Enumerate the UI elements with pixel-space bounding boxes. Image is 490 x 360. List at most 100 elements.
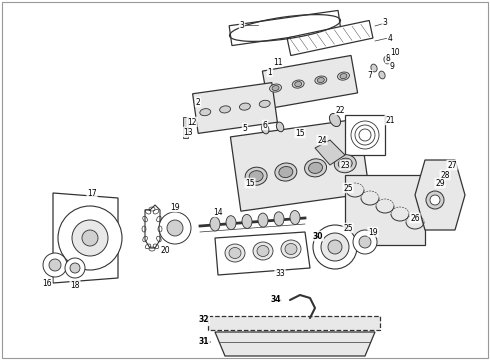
Ellipse shape [276,122,284,132]
Ellipse shape [285,243,297,255]
Text: 5: 5 [243,123,247,132]
Text: 22: 22 [335,105,345,114]
Ellipse shape [272,86,279,91]
Polygon shape [208,316,380,330]
Text: 3: 3 [240,21,245,30]
Text: 24: 24 [317,135,327,144]
Text: 17: 17 [87,189,97,198]
Text: 7: 7 [368,71,372,80]
Ellipse shape [242,215,252,228]
Ellipse shape [329,113,341,127]
Ellipse shape [253,242,273,260]
Circle shape [167,220,183,236]
Ellipse shape [210,217,220,231]
Ellipse shape [226,216,236,230]
Text: 19: 19 [368,228,378,237]
Ellipse shape [259,100,270,107]
Polygon shape [415,160,465,230]
Polygon shape [287,21,373,55]
Text: 3: 3 [383,18,388,27]
Ellipse shape [200,109,211,116]
Text: 26: 26 [410,213,420,222]
Ellipse shape [270,84,281,92]
Text: 14: 14 [213,207,223,216]
Circle shape [72,220,108,256]
Ellipse shape [229,248,241,258]
Ellipse shape [334,155,356,173]
Ellipse shape [258,213,268,227]
Text: 6: 6 [263,121,268,130]
Text: 27: 27 [447,161,457,170]
Polygon shape [345,175,425,245]
Ellipse shape [340,73,347,78]
Polygon shape [262,55,358,108]
Circle shape [70,263,80,273]
Circle shape [359,236,371,248]
Ellipse shape [249,171,263,182]
Ellipse shape [338,158,352,169]
Circle shape [58,206,122,270]
Text: 29: 29 [435,179,445,188]
Ellipse shape [315,76,327,84]
Ellipse shape [309,162,322,174]
Polygon shape [230,119,369,211]
Text: 13: 13 [183,127,193,136]
Ellipse shape [275,163,297,181]
Polygon shape [183,117,188,127]
Text: 9: 9 [390,62,394,71]
Polygon shape [215,332,375,356]
Ellipse shape [292,80,304,88]
Text: 23: 23 [340,161,350,170]
Text: 16: 16 [42,279,52,288]
Text: 30: 30 [313,231,323,240]
Polygon shape [229,10,341,46]
Ellipse shape [274,212,284,226]
Text: 12: 12 [187,117,197,126]
Ellipse shape [371,64,377,72]
Ellipse shape [262,124,269,134]
Text: 25: 25 [343,224,353,233]
Circle shape [65,258,85,278]
Ellipse shape [290,211,300,225]
Ellipse shape [318,77,324,83]
Polygon shape [183,128,188,138]
Ellipse shape [426,191,444,209]
Text: 1: 1 [268,68,272,77]
Polygon shape [53,193,118,283]
Text: 15: 15 [295,129,305,138]
Ellipse shape [281,240,301,258]
Circle shape [321,233,349,261]
Text: 21: 21 [385,116,395,125]
Ellipse shape [338,72,349,80]
Text: 18: 18 [70,280,80,289]
Text: 20: 20 [160,246,170,255]
Ellipse shape [220,106,231,113]
Text: 32: 32 [199,315,209,324]
Text: 8: 8 [386,54,391,63]
Ellipse shape [279,167,293,177]
Text: 31: 31 [199,338,209,346]
Ellipse shape [430,195,440,205]
Text: 15: 15 [245,179,255,188]
Text: 28: 28 [440,171,450,180]
Text: 25: 25 [343,184,353,193]
Ellipse shape [294,82,302,87]
Text: 34: 34 [271,296,281,305]
Circle shape [43,253,67,277]
Text: 4: 4 [388,33,392,42]
Text: 33: 33 [275,270,285,279]
Ellipse shape [305,159,326,177]
Circle shape [82,230,98,246]
Text: 19: 19 [170,202,180,212]
Circle shape [353,230,377,254]
Circle shape [313,225,357,269]
Circle shape [49,259,61,271]
Ellipse shape [384,56,390,64]
Ellipse shape [257,246,269,257]
Polygon shape [193,83,277,133]
Polygon shape [315,140,345,165]
Circle shape [159,212,191,244]
Text: 2: 2 [196,98,200,107]
Polygon shape [345,115,385,155]
Text: 10: 10 [390,48,400,57]
